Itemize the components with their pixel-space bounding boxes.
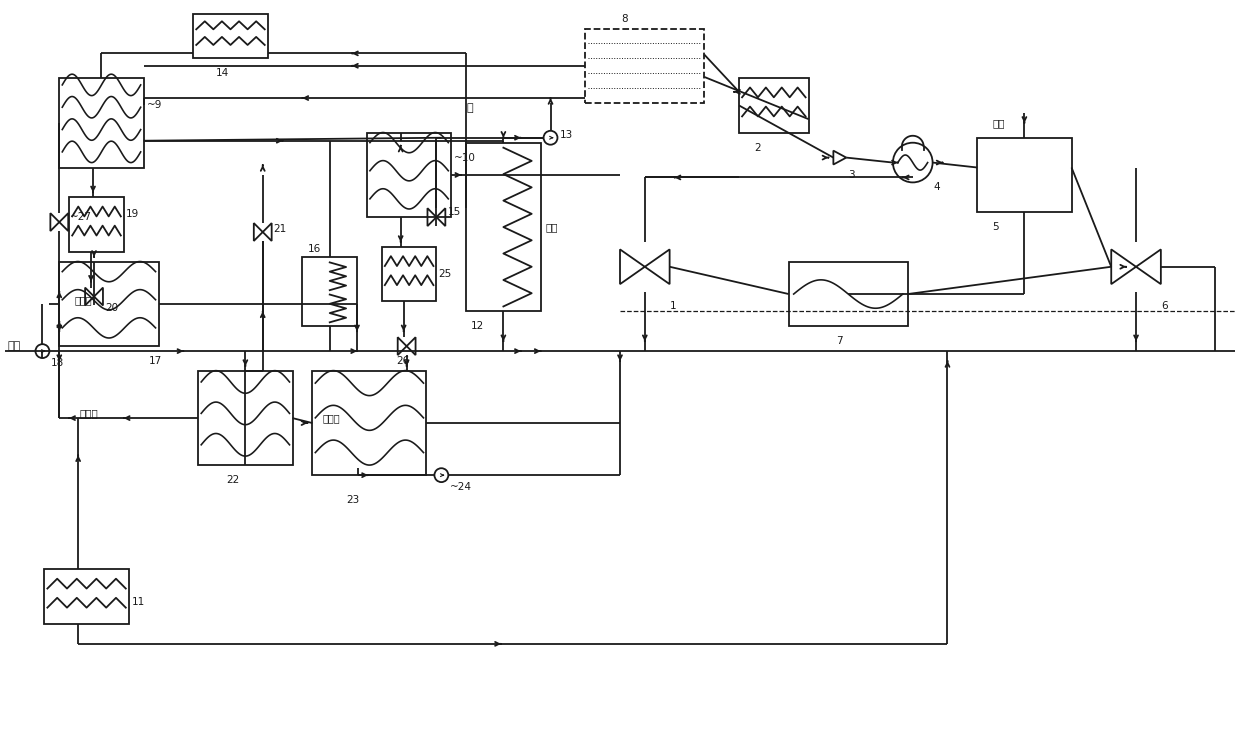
Text: 18: 18 [51,358,63,368]
Text: ~9: ~9 [146,100,162,110]
Text: 烟气: 烟气 [546,222,558,232]
Text: 水: 水 [466,103,472,113]
Text: 冷却水: 冷却水 [74,295,92,305]
Bar [382,247,436,301]
Text: 2: 2 [754,143,760,153]
Text: 12: 12 [471,322,485,331]
Bar [977,137,1071,212]
Text: 1: 1 [670,301,676,311]
Text: 16: 16 [308,244,321,254]
Bar [466,143,541,311]
Text: 23: 23 [347,495,360,505]
Bar [312,371,427,475]
Bar [193,14,268,58]
Text: 19: 19 [125,208,139,219]
Bar [198,371,293,465]
Text: 26: 26 [397,356,410,366]
Text: 空气: 空气 [7,341,21,351]
Text: ~10: ~10 [454,153,476,163]
Bar [45,569,129,624]
Text: 21: 21 [274,224,286,234]
Text: 20: 20 [105,303,118,314]
Text: ~24: ~24 [450,482,472,492]
Text: 14: 14 [216,68,229,78]
Text: 7: 7 [836,336,843,346]
Bar [789,262,908,326]
Text: 冷却水: 冷却水 [322,413,340,423]
Text: 6: 6 [1161,301,1168,311]
Text: 燃气: 燃气 [992,118,1004,128]
Bar [60,262,159,346]
Bar [303,257,357,326]
Text: 25: 25 [439,269,451,279]
Text: 8: 8 [621,14,627,23]
Text: 15: 15 [448,207,460,217]
Bar [60,78,144,167]
Bar [739,78,808,133]
Text: 13: 13 [559,130,573,140]
Text: 4: 4 [934,182,940,192]
Text: 11: 11 [131,597,145,607]
Bar [585,29,704,103]
Text: ~27: ~27 [71,212,92,222]
Text: 22: 22 [227,475,239,485]
Bar [69,197,124,252]
Text: 5: 5 [992,222,998,232]
Text: 3: 3 [848,170,854,181]
Text: 冷媒水: 冷媒水 [79,409,98,418]
Text: 17: 17 [149,356,162,366]
Bar [367,133,451,217]
